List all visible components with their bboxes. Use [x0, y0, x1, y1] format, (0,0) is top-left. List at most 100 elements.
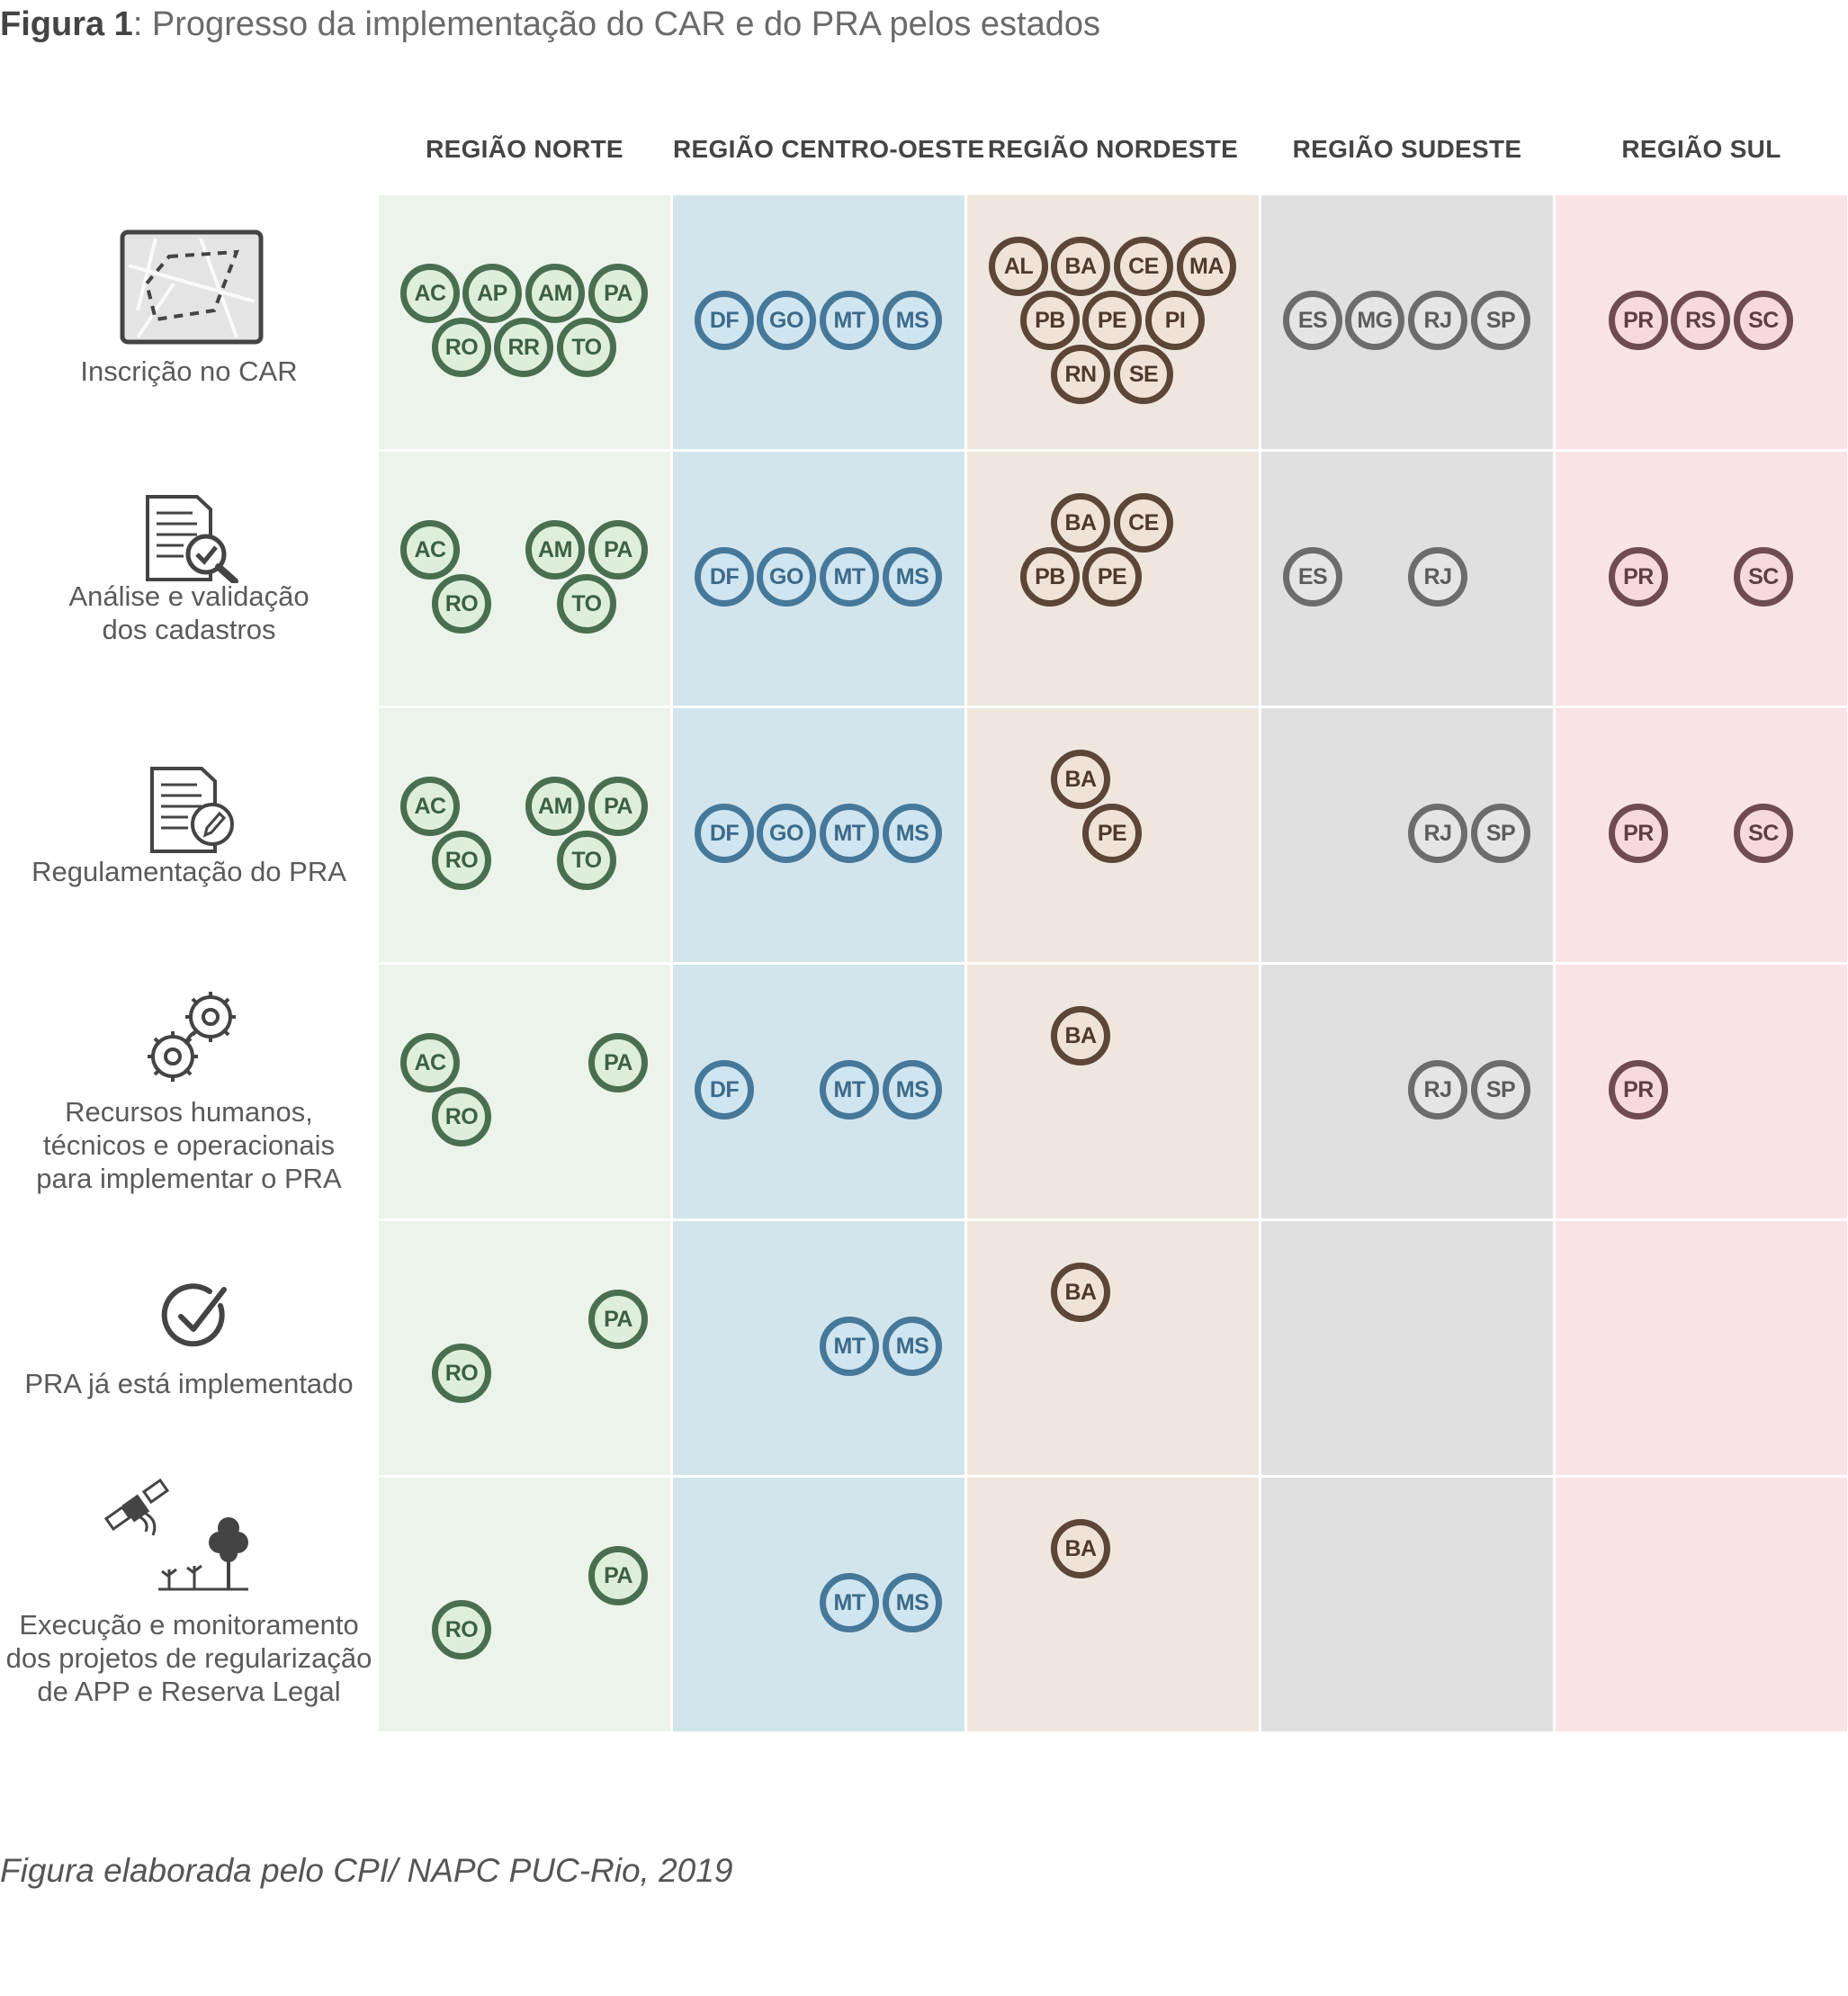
grid-cell: DF MT MS [673, 965, 964, 1218]
state-badge-ro: RO [432, 1087, 491, 1146]
state-badge-ba: BA [1051, 1006, 1110, 1065]
state-badge-to: TO [557, 831, 616, 890]
row-label: Análise e validação [68, 580, 309, 612]
grid-cell: PR SC [1556, 452, 1847, 706]
state-badge-ce: CE [1114, 237, 1173, 296]
state-badge-al: AL [989, 237, 1048, 296]
state-badge-mt: MT [820, 1573, 879, 1632]
state-badge-am: AM [525, 520, 585, 580]
state-badge-ms: MS [883, 547, 942, 607]
figure-caption: : Progresso da implementação do CAR e do… [132, 5, 1100, 43]
grid-cell: BA [967, 1221, 1259, 1475]
state-badge-ro: RO [432, 318, 491, 377]
state-badge-pr: PR [1609, 291, 1668, 350]
region-header: REGIÃO NORDESTE [987, 135, 1239, 163]
figure-number: Figura 1 [0, 5, 133, 43]
state-badge-ac: AC [400, 264, 460, 323]
state-badge-mt: MT [820, 291, 879, 350]
state-badge-df: DF [695, 1060, 754, 1119]
grid-cell: DF GO MT MS [673, 195, 964, 449]
state-badge-ce: CE [1114, 493, 1173, 553]
state-badge-ms: MS [883, 1317, 942, 1376]
state-badge-mt: MT [820, 1060, 879, 1119]
state-badge-rj: RJ [1408, 804, 1467, 863]
state-badge-to: TO [557, 574, 616, 634]
grid-cell: BA [967, 1478, 1259, 1731]
document-edit-icon [148, 765, 238, 859]
satellite-vegetation-icon [103, 1476, 257, 1597]
state-badge-ro: RO [432, 831, 491, 890]
state-badge-am: AM [525, 777, 585, 836]
gears-icon [146, 990, 245, 1093]
state-badge-ms: MS [883, 1060, 942, 1119]
row-label: PRA já está implementado [24, 1368, 354, 1399]
grid-cell: ES RJ [1261, 452, 1553, 706]
grid-cell [1556, 1221, 1847, 1475]
row-label: para implementar o PRA [36, 1163, 342, 1194]
state-badge-ba: BA [1051, 1519, 1110, 1578]
state-badge-es: ES [1283, 291, 1342, 350]
state-badge-ba: BA [1051, 750, 1110, 809]
row-label: de APP e Reserva Legal [37, 1676, 341, 1707]
state-badge-ac: AC [400, 1033, 460, 1092]
state-badge-ma: MA [1177, 237, 1236, 296]
state-badge-ba: BA [1051, 493, 1110, 553]
state-badge-ba: BA [1051, 237, 1110, 296]
grid-cell: DF GO MT MS [673, 708, 964, 962]
grid-cell [1556, 1478, 1847, 1731]
state-badge-sc: SC [1734, 547, 1793, 607]
state-badge-rj: RJ [1408, 547, 1467, 607]
grid-cell: BA CE PB PE [967, 452, 1259, 706]
state-badge-go: GO [757, 291, 816, 350]
state-badge-sp: SP [1471, 804, 1530, 863]
state-badge-sp: SP [1471, 291, 1530, 350]
grid-cell: PA RO [379, 1478, 670, 1731]
state-badge-pr: PR [1609, 804, 1668, 863]
state-badge-rr: RR [494, 318, 553, 377]
grid-cell [1261, 1221, 1553, 1475]
grid-cell [1261, 1478, 1553, 1731]
row-label: Recursos humanos, [65, 1096, 313, 1128]
grid-cell: MT MS [673, 1221, 964, 1475]
state-badge-sc: SC [1734, 804, 1793, 863]
state-badge-df: DF [695, 547, 754, 607]
grid-cell: AC AM PA RO TO [379, 708, 670, 962]
row-label: dos projetos de regularização [5, 1642, 372, 1674]
state-badge-rj: RJ [1408, 1060, 1467, 1119]
state-badge-ac: AC [400, 520, 460, 580]
figure-title: Figura 1: Progresso da implementação do … [0, 5, 1100, 44]
state-badge-df: DF [695, 291, 754, 350]
state-badge-ap: AP [462, 264, 522, 323]
grid-cell: RJ SP [1261, 965, 1553, 1218]
grid-cell: BA [967, 965, 1259, 1218]
state-badge-rn: RN [1051, 345, 1110, 404]
map-icon [120, 229, 264, 349]
grid-cell: MT MS [673, 1478, 964, 1731]
state-badge-ms: MS [883, 804, 942, 863]
state-badge-sc: SC [1734, 291, 1793, 350]
region-header: REGIÃO NORTE [426, 135, 623, 163]
state-badge-rj: RJ [1408, 291, 1467, 350]
state-badge-ac: AC [400, 777, 460, 836]
state-badge-sp: SP [1471, 1060, 1530, 1119]
region-header: REGIÃO CENTRO-OESTE [673, 135, 985, 163]
grid-cell: PR SC [1556, 708, 1847, 962]
state-badge-pa: PA [588, 777, 648, 836]
state-badge-ms: MS [883, 291, 942, 350]
row-label: dos cadastros [102, 614, 276, 645]
grid-cell: PR RS SC [1556, 195, 1847, 449]
region-header: REGIÃO SUL [1621, 135, 1781, 163]
state-badge-pa: PA [588, 520, 648, 580]
grid-cell: PR [1556, 965, 1847, 1218]
grid-cell: PA RO [379, 1221, 670, 1475]
state-badge-ms: MS [883, 1573, 942, 1632]
grid-cell: AL BA CE MA PB PE PI RN SE [967, 195, 1259, 449]
state-badge-ro: RO [432, 574, 491, 634]
state-badge-am: AM [525, 264, 585, 323]
state-badge-to: TO [557, 318, 616, 377]
state-badge-df: DF [695, 804, 754, 863]
state-badge-pa: PA [588, 264, 648, 323]
state-badge-pe: PE [1082, 291, 1142, 350]
grid-cell: DF GO MT MS [673, 452, 964, 706]
state-badge-pi: PI [1145, 291, 1205, 350]
